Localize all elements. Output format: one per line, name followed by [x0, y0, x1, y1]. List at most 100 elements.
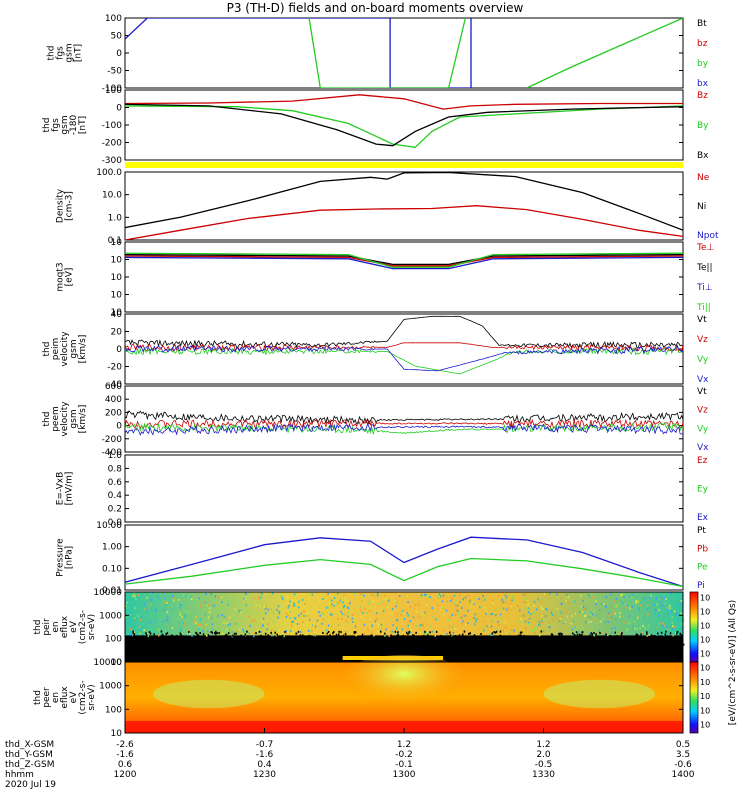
ylabel-line: [nT] [74, 44, 84, 62]
ylabel-line: peir [42, 618, 52, 636]
legend-entry: Vt [697, 315, 707, 325]
panel-2: 100 0 -100 -200 -300 thd fgs gsm -180 [nT] Bz By Bx [42, 86, 709, 166]
ylabel-line: thd [33, 690, 43, 705]
ylabel: Pressure [nPa] [56, 538, 75, 577]
series-group [125, 315, 683, 375]
legend-entry: Pt [697, 526, 706, 536]
panel-3: 100.0 10.0 1.0 0.1 Density [cm-3] Ne Ni Npot [56, 168, 719, 246]
ylabel: Density [cm-3] [56, 188, 75, 223]
series-bx [125, 18, 472, 88]
ylabel-line: thd [33, 620, 43, 635]
ylabel-line: E=-VxB [56, 472, 66, 506]
xtick-z-gsm: 0.4 [257, 760, 272, 770]
legend-entry: By [697, 121, 709, 131]
ytick-label: 100 [105, 86, 122, 96]
series-group [125, 252, 683, 270]
ylabel-line: en [51, 692, 61, 703]
xtick-y-gsm: -0.2 [395, 750, 413, 760]
legend-entry: Pi [697, 581, 705, 591]
panel-4: 10 10 10 10 10 moqt3 [eV] Te⊥ Te|| Ti⊥ Ti|| [56, 238, 715, 318]
legend-entry: Ti⊥ [696, 283, 713, 293]
ylabel-line: Pressure [56, 538, 66, 577]
ytick-label: 0 [116, 49, 122, 59]
ylabel-line: gsm [65, 43, 75, 62]
ylabel: moqt3 [eV] [56, 262, 75, 291]
xaxis-row-label: thd_Y-GSM [5, 750, 53, 760]
legend-entry: Vz [697, 335, 708, 345]
colorbar-tick-label: 10 [700, 706, 710, 715]
ylabel-line: gsm [69, 339, 79, 358]
ytick-label: 600 [105, 382, 122, 392]
legend-entry: Vz [697, 406, 708, 416]
xaxis-row-label: thd_X-GSM [5, 740, 54, 750]
ylabel-line: [km/s] [78, 335, 88, 364]
ylabel-line: velocity [60, 331, 70, 367]
colorbar-label: [eV/(cm^2-s-sr-eV)] (All Qs) [728, 600, 738, 725]
xtick-y-gsm: -1.6 [116, 750, 134, 760]
colorbar [689, 591, 699, 663]
spectrogram-electron-right-patch [543, 679, 656, 709]
legend-entry: Te|| [696, 263, 713, 273]
ylabel-line: moqt3 [56, 262, 66, 291]
spectrogram-electron-core [331, 654, 477, 719]
ylabel: thd peim velocity gsm [km/s] [42, 331, 88, 367]
legend-entry: Pe [697, 563, 708, 573]
colorbar-tick-label: 10 [700, 636, 710, 645]
ytick-label: -200 [102, 435, 123, 445]
ylabel-line: -180 [69, 115, 79, 136]
ytick-label: 10 [111, 256, 123, 266]
ytick-label: 1.00 [102, 543, 122, 553]
ylabel-line: peem [51, 406, 61, 432]
panel-frame [124, 241, 684, 313]
ylabel-line: eflux [60, 686, 70, 709]
ytick-label: 0.1 [108, 236, 122, 246]
xtick-time: 1200 [114, 770, 137, 780]
ytick-label: 10 [111, 308, 123, 318]
legend-entry: by [697, 59, 709, 69]
ytick-label: 50 [111, 32, 123, 42]
ytick-label: 10000 [93, 588, 122, 598]
ytick-label: 10000 [93, 658, 122, 668]
ytick-label: -20 [107, 363, 122, 373]
ylabel-line: [eV] [65, 268, 75, 287]
series-group [125, 410, 683, 436]
series-Vy [125, 346, 683, 375]
ytick-label: 0 [116, 345, 122, 355]
ylabel-line: [mV/m] [65, 472, 75, 506]
ylabel-line: eflux [60, 615, 70, 638]
series-Vt [125, 410, 683, 425]
panel-7: 1.0 0.8 0.6 0.4 0.2 0.0 E=-VxB [mV/m] Ez Ey Ex [56, 451, 709, 528]
ytick-label: -50 [107, 67, 122, 77]
series-Bz [125, 94, 683, 110]
series-Vx [125, 422, 683, 436]
ytick-label: 0.8 [108, 464, 123, 474]
series-Te|| [125, 253, 683, 266]
series-Ni [125, 172, 683, 231]
ytick-label: 1000 [99, 611, 122, 621]
chart-title: P3 (TH-D) fields and on-board moments ov… [227, 1, 524, 15]
legend-entry: Vt [697, 387, 707, 397]
legend-entry: Te⊥ [696, 243, 715, 253]
panel-frame [124, 17, 684, 89]
legend-entry: Vy [697, 355, 709, 365]
ylabel-line: thd [42, 118, 52, 133]
legend-entry: bx [697, 79, 709, 89]
ylabel-line: [nT] [78, 116, 88, 134]
ytick-label: 400 [105, 395, 122, 405]
legend-entry: Vy [697, 424, 709, 434]
ylabel: thd peir en eflux eV (cm2-s-sr-eV) [33, 610, 97, 644]
ylabel-line: Density [56, 188, 66, 223]
ylabel-line: (cm2-s- [78, 610, 88, 644]
ylabel-line: [km/s] [78, 405, 88, 434]
ytick-label: 10 [111, 658, 123, 668]
xtick-x-gsm: -2.6 [116, 740, 134, 750]
panel-frame [124, 171, 684, 241]
colorbar-tick-label: 10 [700, 720, 710, 729]
series-group [125, 94, 683, 148]
ylabel-line: sr-eV) [87, 614, 97, 640]
ytick-label: 1.0 [108, 213, 123, 223]
ytick-label: 0.6 [108, 478, 123, 488]
legend-entry: Ti|| [696, 303, 711, 313]
ylabel-line: velocity [60, 401, 70, 437]
